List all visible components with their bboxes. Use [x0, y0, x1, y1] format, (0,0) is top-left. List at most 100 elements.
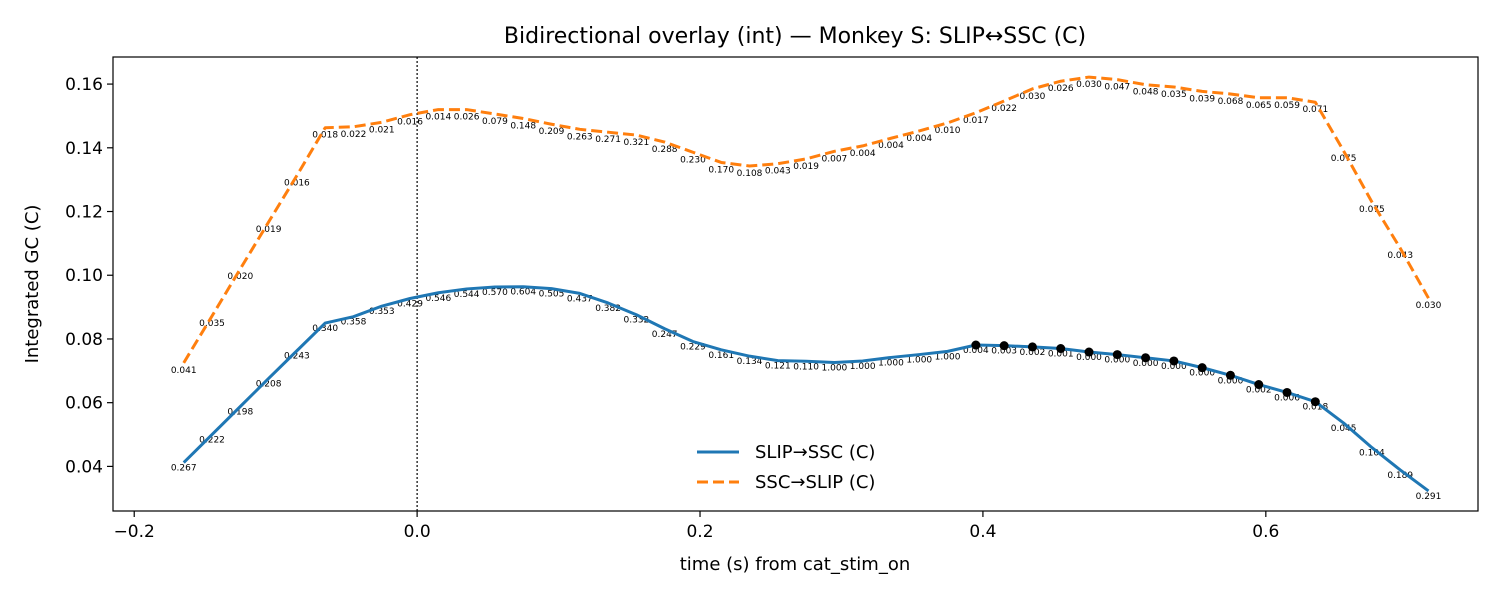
pvalue-label-ssc-to-slip: 0.026 — [454, 113, 480, 123]
significance-marker — [971, 340, 981, 350]
pvalue-label-ssc-to-slip: 0.148 — [510, 121, 536, 131]
x-tick-label: 0.4 — [969, 522, 996, 542]
pvalue-label-ssc-to-slip: 0.004 — [850, 149, 876, 159]
pvalue-label-ssc-to-slip: 0.019 — [793, 162, 819, 172]
pvalue-label-slip-to-ssc: 0.429 — [397, 299, 423, 309]
pvalue-label-slip-to-ssc: 0.000 — [1218, 376, 1244, 386]
pvalue-label-ssc-to-slip: 0.030 — [1020, 92, 1046, 102]
plot-frame — [112, 56, 1479, 512]
pvalue-label-slip-to-ssc: 0.000 — [1189, 369, 1215, 379]
pvalue-label-slip-to-ssc: 0.002 — [1020, 348, 1046, 358]
pvalue-label-ssc-to-slip: 0.071 — [1302, 105, 1328, 115]
x-tick-label: −0.2 — [114, 522, 155, 542]
y-axis-label: Integrated GC (C) — [22, 205, 43, 364]
pvalue-label-slip-to-ssc: 0.505 — [539, 290, 565, 300]
pvalue-label-ssc-to-slip: 0.059 — [1274, 101, 1300, 111]
pvalue-label-slip-to-ssc: 0.006 — [1274, 393, 1300, 403]
legend[interactable]: SLIP→SSC (C) SSC→SLIP (C) — [697, 442, 875, 493]
pvalue-label-slip-to-ssc: 0.104 — [1359, 449, 1385, 459]
significance-marker — [1027, 342, 1037, 352]
pvalue-label-ssc-to-slip: 0.321 — [623, 138, 649, 148]
pvalue-label-ssc-to-slip: 0.004 — [906, 134, 932, 144]
pvalue-annotations: 0.267 0.222 0.198 0.208 0.243 0.3400.3580.353… — [171, 80, 1442, 502]
pvalue-label-ssc-to-slip: 0.030 — [1416, 301, 1442, 311]
pvalue-label-ssc-to-slip: 0.288 — [652, 145, 678, 155]
pvalue-label-slip-to-ssc: 0.229 — [680, 343, 706, 353]
pvalue-label-slip-to-ssc: 0.004 — [963, 346, 989, 356]
significance-marker — [1169, 356, 1179, 366]
pvalue-label-ssc-to-slip: 0.263 — [567, 132, 593, 142]
pvalue-label-slip-to-ssc: 0.198 — [227, 408, 253, 418]
axis-ticks: −0.2 0.0 0.2 0.4 0.6 0.04 0.06 0.08 0.10 0.12 0.14… — [65, 75, 1279, 542]
significance-marker — [1254, 380, 1264, 390]
pvalue-label-slip-to-ssc: 0.340 — [312, 324, 338, 334]
x-tick-label: 0.6 — [1252, 522, 1279, 542]
chart-title: Bidirectional overlay (int) — Monkey S: … — [504, 24, 1086, 49]
pvalue-label-slip-to-ssc: 0.161 — [708, 351, 734, 361]
pvalue-label-ssc-to-slip: 0.021 — [369, 125, 395, 135]
y-tick-label: 0.08 — [65, 330, 103, 350]
x-tick-label: 0.2 — [686, 522, 713, 542]
pvalue-label-ssc-to-slip: 0.016 — [397, 118, 423, 128]
pvalue-label-ssc-to-slip: 0.016 — [284, 179, 310, 189]
pvalue-label-ssc-to-slip: 0.026 — [1048, 84, 1074, 94]
pvalue-label-slip-to-ssc: 0.222 — [199, 436, 225, 446]
pvalue-label-ssc-to-slip: 0.043 — [1387, 251, 1413, 261]
pvalue-label-ssc-to-slip: 0.048 — [1133, 88, 1159, 98]
pvalue-label-slip-to-ssc: 1.000 — [935, 352, 961, 362]
legend-label-slip-to-ssc: SLIP→SSC (C) — [755, 442, 875, 463]
pvalue-label-slip-to-ssc: 0.018 — [1302, 403, 1328, 413]
pvalue-label-ssc-to-slip: 0.039 — [1189, 94, 1215, 104]
pvalue-label-slip-to-ssc: 0.570 — [482, 288, 508, 298]
pvalue-label-slip-to-ssc: 0.000 — [1104, 356, 1130, 366]
pvalue-label-slip-to-ssc: 0.003 — [991, 347, 1017, 357]
pvalue-label-slip-to-ssc: 1.000 — [850, 362, 876, 372]
significance-marker — [1310, 397, 1320, 407]
y-tick-label: 0.10 — [65, 266, 103, 286]
pvalue-label-slip-to-ssc: 0.382 — [595, 304, 621, 314]
pvalue-label-slip-to-ssc: 0.353 — [369, 307, 395, 317]
series-line-ssc-to-slip — [182, 75, 1430, 364]
pvalue-label-slip-to-ssc: 0.208 — [256, 379, 282, 389]
pvalue-label-ssc-to-slip: 0.017 — [963, 116, 989, 126]
series-line-slip-to-ssc — [182, 285, 1430, 493]
pvalue-label-ssc-to-slip: 0.010 — [935, 126, 961, 136]
significance-marker — [1225, 370, 1235, 380]
pvalue-label-ssc-to-slip: 0.047 — [1104, 83, 1130, 93]
pvalue-label-slip-to-ssc: 1.000 — [906, 356, 932, 366]
significance-marker — [1282, 387, 1292, 397]
pvalue-label-slip-to-ssc: 0.000 — [1076, 353, 1102, 363]
pvalue-label-ssc-to-slip: 0.018 — [312, 131, 338, 141]
pvalue-label-slip-to-ssc: 0.045 — [1331, 424, 1357, 434]
pvalue-label-slip-to-ssc: 0.243 — [284, 352, 310, 362]
pvalue-label-ssc-to-slip: 0.020 — [227, 272, 253, 282]
pvalue-label-ssc-to-slip: 0.075 — [1331, 154, 1357, 164]
pvalue-label-ssc-to-slip: 0.014 — [425, 113, 451, 123]
pvalue-label-ssc-to-slip: 0.079 — [482, 117, 508, 127]
y-tick-label: 0.12 — [65, 203, 103, 223]
pvalue-label-ssc-to-slip: 0.068 — [1218, 97, 1244, 107]
y-tick-label: 0.16 — [65, 75, 103, 95]
pvalue-label-slip-to-ssc: 0.001 — [1048, 350, 1074, 360]
pvalue-label-slip-to-ssc: 1.000 — [878, 358, 904, 368]
pvalue-label-slip-to-ssc: 0.332 — [623, 316, 649, 326]
pvalue-label-slip-to-ssc: 0.189 — [1387, 471, 1413, 481]
pvalue-label-ssc-to-slip: 0.043 — [765, 167, 791, 177]
pvalue-label-ssc-to-slip: 0.041 — [171, 366, 197, 376]
pvalue-label-ssc-to-slip: 0.209 — [539, 127, 565, 137]
significance-marker — [999, 341, 1009, 351]
pvalue-label-ssc-to-slip: 0.230 — [680, 155, 706, 165]
significance-marker — [1197, 363, 1207, 373]
significance-marker — [1084, 347, 1094, 357]
pvalue-label-ssc-to-slip: 0.108 — [737, 169, 763, 179]
pvalue-label-slip-to-ssc: 0.000 — [1161, 362, 1187, 372]
pvalue-label-ssc-to-slip: 0.022 — [991, 104, 1017, 114]
pvalue-label-ssc-to-slip: 0.030 — [1076, 80, 1102, 90]
pvalue-label-ssc-to-slip: 0.271 — [595, 135, 621, 145]
pvalue-label-slip-to-ssc: 0.000 — [1133, 359, 1159, 369]
y-tick-label: 0.04 — [65, 457, 103, 477]
pvalue-label-ssc-to-slip: 0.019 — [256, 225, 282, 235]
pvalue-label-ssc-to-slip: 0.022 — [341, 130, 367, 140]
pvalue-label-slip-to-ssc: 0.134 — [737, 357, 763, 367]
